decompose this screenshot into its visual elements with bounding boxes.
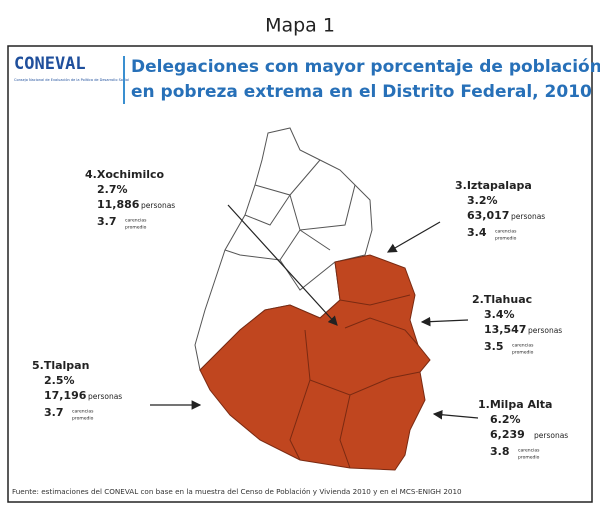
callout-percent: 3.4% (484, 308, 515, 321)
title-line: en pobreza extrema en el Distrito Federa… (131, 82, 592, 102)
callout-carencias-note: promedio (125, 225, 147, 231)
title-line: Delegaciones con mayor porcentaje de pob… (131, 57, 600, 77)
callout-name: 2.Tlahuac (472, 293, 532, 306)
callout-carencias: 3.8 (490, 445, 510, 458)
callout-persons-unit: personas (88, 392, 122, 401)
map (194, 127, 431, 471)
logo-subtitle: Consejo Nacional de Evaluación de la Pol… (14, 78, 129, 82)
callout-carencias-note: promedio (512, 350, 534, 356)
callout-persons-unit: personas (534, 431, 568, 440)
internal-borders (224, 159, 356, 291)
callout-name: 3.Iztapalapa (455, 179, 532, 192)
callout-carencias-unit: carencias (512, 343, 534, 349)
callout-persons-unit: personas (511, 212, 545, 221)
callout-carencias: 3.5 (484, 340, 504, 353)
callout-persons: 13,547 (484, 323, 526, 336)
callout-carencias-unit: carencias (125, 218, 147, 224)
callout-carencias-unit: carencias (72, 409, 94, 415)
callout-name: 4.Xochimilco (85, 168, 165, 181)
callout-percent: 2.5% (44, 374, 75, 387)
callout-persons: 17,196 (44, 389, 87, 402)
callout-carencias-note: promedio (518, 455, 540, 461)
callout-carencias-unit: carencias (495, 229, 517, 235)
logo-name: CONEVAL (14, 54, 86, 74)
callout-carencias-note: promedio (72, 416, 94, 422)
callout-arrow (227, 204, 338, 326)
callout-carencias: 3.7 (97, 215, 117, 228)
callout-name: 1.Milpa Alta (478, 398, 552, 411)
callout-persons-unit: personas (528, 326, 562, 335)
selected-borders (289, 294, 421, 469)
callout-arrow (432, 409, 479, 420)
callout-arrow (420, 316, 469, 327)
callout-carencias: 3.7 (44, 406, 64, 419)
callout-carencias: 3.4 (467, 226, 487, 239)
callout-name: 5.Tlalpan (32, 359, 89, 372)
callout-persons: 6,239 (490, 428, 525, 441)
callout-carencias-note: promedio (495, 236, 517, 242)
source: Fuente: estimaciones del CONEVAL con bas… (12, 487, 462, 496)
callout-arrow (386, 221, 441, 253)
caption: Mapa 1 (265, 15, 335, 37)
callout-percent: 3.2% (467, 194, 498, 207)
callout-persons: 63,017 (467, 209, 509, 222)
callout-persons: 11,886 (97, 198, 140, 211)
callout-percent: 2.7% (97, 183, 128, 196)
callout-persons-unit: personas (141, 201, 175, 210)
callout-carencias-unit: carencias (518, 448, 540, 454)
callout-percent: 6.2% (490, 413, 521, 426)
